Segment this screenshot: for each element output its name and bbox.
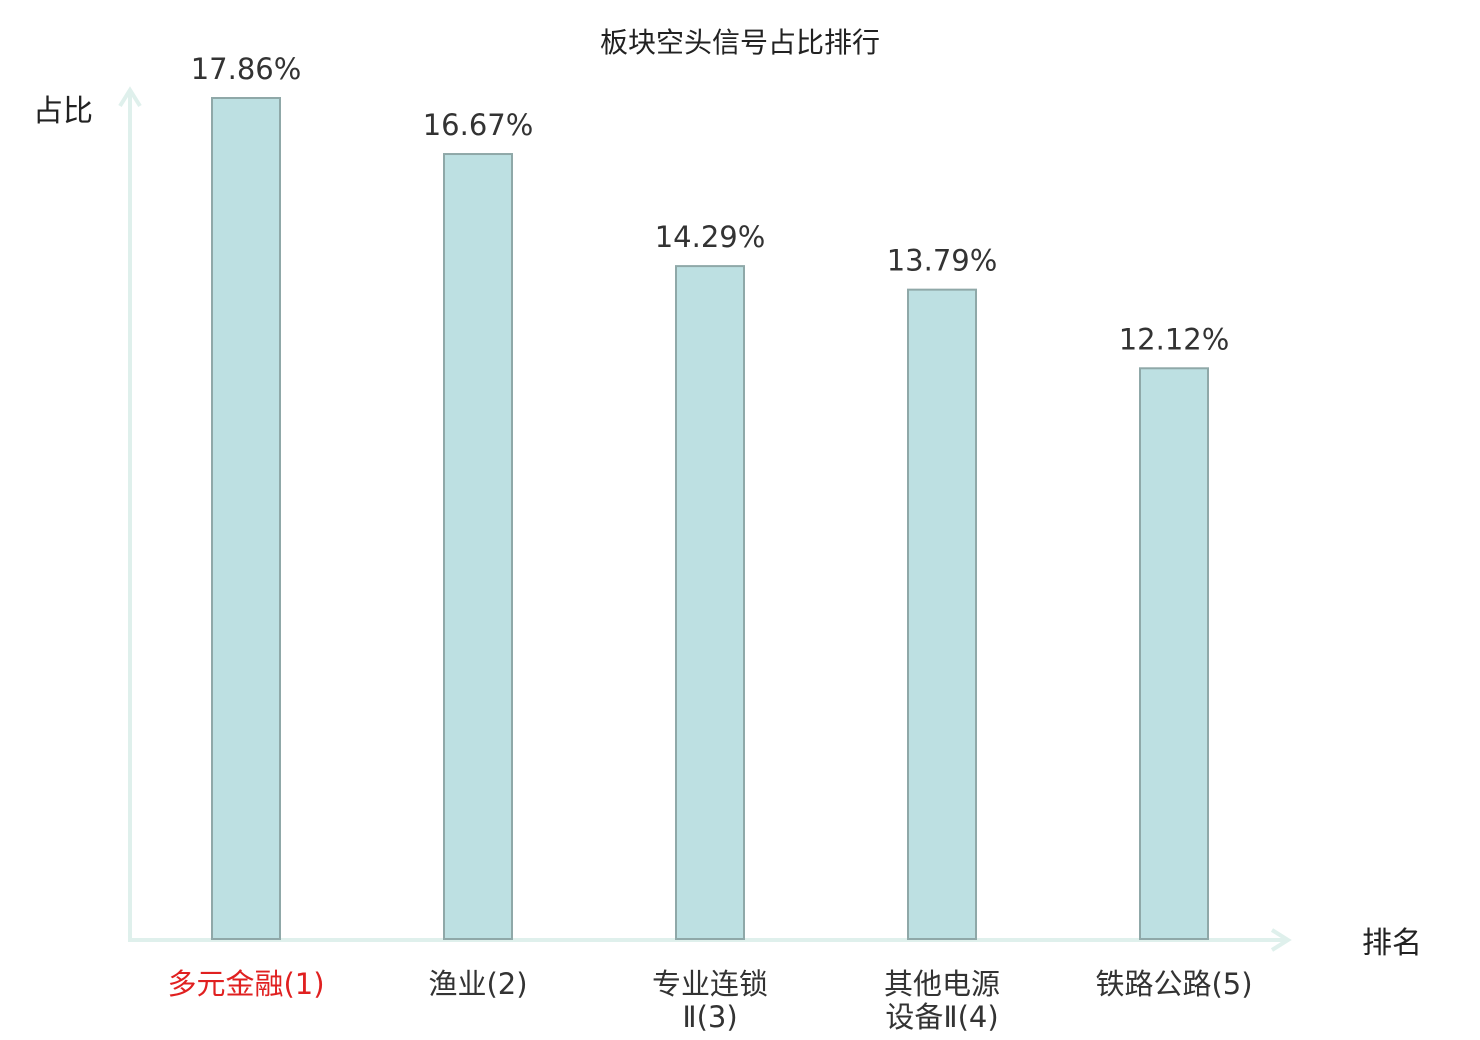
category-label: 设备Ⅱ(4) [885,1000,998,1034]
bar [675,265,745,940]
x-axis-label: 排名 [1362,926,1422,961]
category-label: 多元金融(1) [167,967,324,1001]
chart-title: 板块空头信号占比排行 [600,26,880,59]
y-axis-arrow [118,86,142,108]
category-label: Ⅱ(3) [682,1000,737,1034]
y-axis-label: 占比 [33,94,93,129]
value-label: 13.79% [887,244,998,278]
category-label: 专业连锁 [652,967,768,1001]
bars-group [211,97,1209,940]
category-label: 铁路公路(5) [1095,967,1252,1001]
value-label: 16.67% [423,108,534,142]
value-label: 14.29% [655,220,766,254]
bar [907,288,977,940]
value-label: 12.12% [1119,322,1230,356]
category-label: 渔业(2) [428,967,527,1001]
value-label: 17.86% [191,52,302,86]
bar [211,97,281,940]
x-axis-arrow [1270,928,1292,952]
category-label: 其他电源 [884,967,1000,1001]
bar [1139,367,1209,940]
bar [443,153,513,940]
value-labels-group: 17.86% 16.67% 14.29% 13.79% 12.12% [191,52,1230,356]
